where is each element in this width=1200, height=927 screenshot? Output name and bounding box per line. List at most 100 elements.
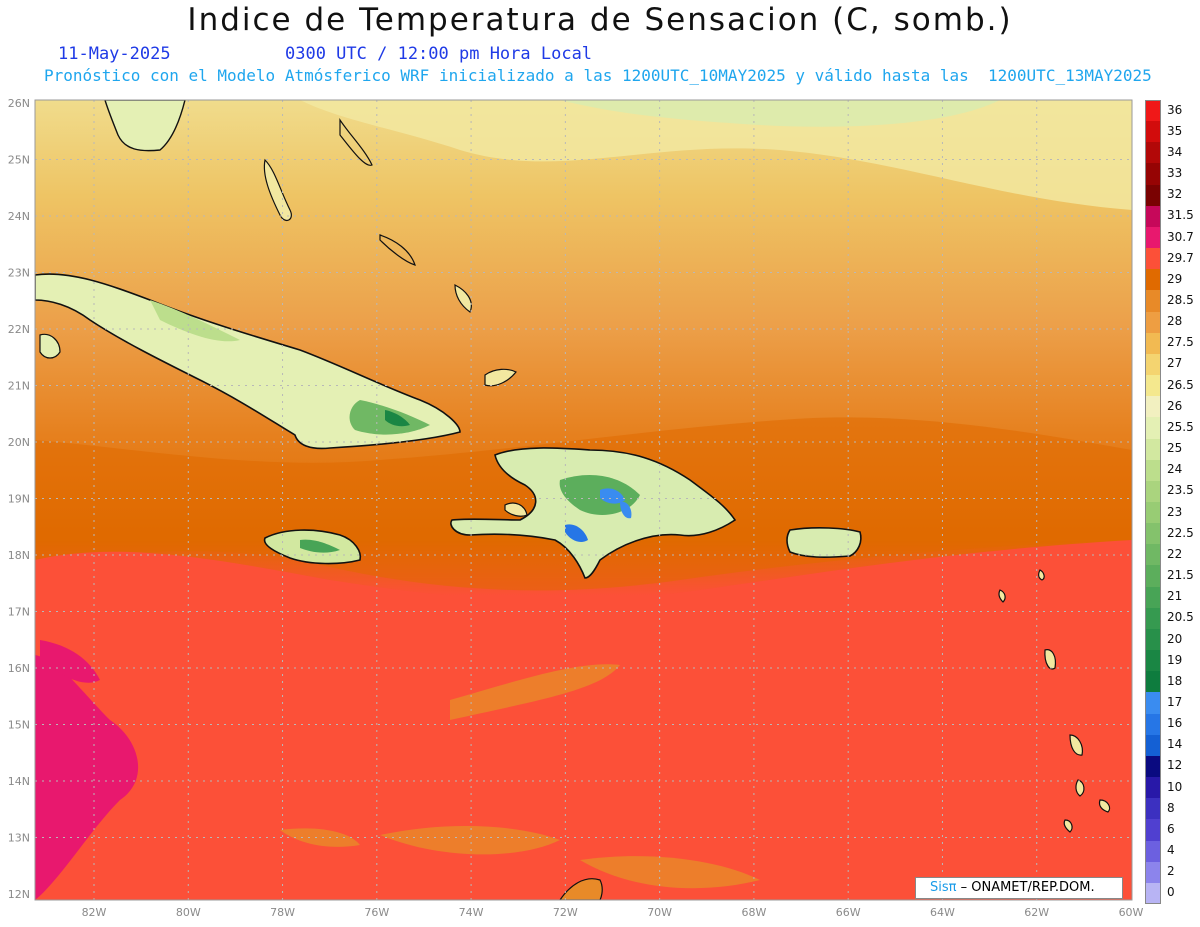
colorbar-label: 20 <box>1167 631 1183 646</box>
orange-wisp-4 <box>280 828 360 847</box>
florida <box>104 100 186 152</box>
lon-tick-label: 80W <box>176 906 201 919</box>
lat-axis: 26N 25N 24N 23N 22N 21N 20N 19N 18N 17N 16N 15N 14N 1… <box>8 97 30 901</box>
gonave-island <box>504 502 528 517</box>
orange-wisp-3 <box>580 856 760 889</box>
orange-wisp-1 <box>450 664 620 720</box>
lat-tick-label: 22N <box>8 323 30 336</box>
puerto-rico <box>786 527 862 558</box>
colorbar-frame <box>1145 100 1161 904</box>
north-cool-band <box>300 100 1132 210</box>
forecast-time: 0300 UTC / 12:00 pm Hora Local <box>285 44 593 64</box>
bahamas-andros <box>263 158 292 222</box>
colorbar-label: 19 <box>1167 652 1183 667</box>
colorbar-label: 6 <box>1167 821 1175 836</box>
lat-tick-label: 12N <box>8 888 30 901</box>
cuba <box>35 273 461 450</box>
south-warm-sea <box>35 540 1132 900</box>
chart-title: Indice de Temperatura de Sensacion (C, s… <box>187 2 1013 38</box>
lon-tick-label: 60W <box>1119 906 1144 919</box>
north-green-patch <box>560 100 1000 127</box>
lon-axis: 82W 80W 78W 76W 74W 72W 70W 68W 66W 64W 62W 60W <box>82 906 1144 919</box>
forecast-date: 11-May-2025 <box>58 44 171 64</box>
credit-text: – ONAMET/REP.DOM. <box>960 880 1095 895</box>
graticule <box>35 100 1132 900</box>
colorbar-label: 20.5 <box>1167 610 1194 625</box>
map-fields <box>35 100 1132 900</box>
colorbar-label: 33 <box>1167 166 1183 181</box>
colorbar-label: 30.7 <box>1167 229 1194 244</box>
lat-tick-label: 17N <box>8 606 30 619</box>
colorbar-label: 4 <box>1167 843 1175 858</box>
lon-tick-label: 64W <box>930 906 955 919</box>
bahamas-acklins <box>454 284 472 313</box>
lat-tick-label: 21N <box>8 380 30 393</box>
colorbar-label: 23.5 <box>1167 483 1194 498</box>
lat-tick-label: 15N <box>8 719 30 732</box>
colorbar-label: 29 <box>1167 271 1183 286</box>
hispaniola-green <box>559 475 640 515</box>
colorbar-label: 0 <box>1167 885 1175 900</box>
colorbar-label: 26 <box>1167 398 1183 413</box>
hot-pink-area-2 <box>40 640 100 683</box>
credit-brand: Sisπ <box>930 880 957 895</box>
colorbar-label: 29.7 <box>1167 250 1194 265</box>
jamaica-green <box>300 539 340 553</box>
colorbar-label: 18 <box>1167 673 1183 688</box>
lat-tick-label: 14N <box>8 775 30 788</box>
lat-tick-label: 16N <box>8 662 30 675</box>
colorbar-label: 32 <box>1167 187 1183 202</box>
lat-tick-label: 25N <box>8 154 30 167</box>
colorbar-label: 25 <box>1167 441 1183 456</box>
colorbar-label: 35 <box>1167 123 1183 138</box>
lon-tick-label: 72W <box>553 906 578 919</box>
lon-tick-label: 62W <box>1024 906 1049 919</box>
colorbar-label: 17 <box>1167 695 1183 709</box>
colorbar-label: 10 <box>1167 779 1183 794</box>
colorbar-label: 12 <box>1167 758 1183 773</box>
colorbar-label: 36 <box>1167 102 1183 117</box>
colorbar-label: 28 <box>1167 314 1183 329</box>
lat-tick-label: 23N <box>8 267 30 280</box>
colorbar-label: 22 <box>1167 546 1183 561</box>
colorbar-label: 28.5 <box>1167 293 1194 307</box>
lat-tick-label: 20N <box>8 436 30 449</box>
isla-juventud <box>39 333 61 359</box>
lon-tick-label: 82W <box>82 906 107 919</box>
colorbar-label: 21 <box>1167 589 1183 604</box>
lat-tick-label: 24N <box>8 210 30 223</box>
colorbar-label: 34 <box>1167 144 1183 159</box>
south-america-coast <box>559 878 603 900</box>
lon-tick-label: 74W <box>459 906 484 919</box>
cuba-green-1 <box>150 300 240 342</box>
colorbar-label: 8 <box>1167 800 1175 815</box>
lesser-antilles <box>998 569 1111 833</box>
mid-orange-band <box>35 300 1132 591</box>
map-frame <box>34 99 1133 901</box>
hot-pink-area <box>35 655 139 900</box>
credit-box: Sisπ – ONAMET/REP.DOM. <box>915 877 1123 899</box>
orange-wisp-2 <box>380 825 560 855</box>
colorbar-label: 2 <box>1167 864 1175 879</box>
colorbar-label: 27.5 <box>1167 335 1194 350</box>
lat-tick-label: 19N <box>8 493 30 506</box>
lon-tick-label: 78W <box>270 906 295 919</box>
lat-tick-label: 18N <box>8 549 30 562</box>
hispaniola-blue-1 <box>600 488 625 504</box>
colorbar-label: 16 <box>1167 716 1183 731</box>
colorbar-label: 25.5 <box>1167 419 1194 434</box>
hispaniola-blue-3 <box>565 524 588 543</box>
colorbar-label: 24 <box>1167 462 1183 477</box>
colorbar-label: 14 <box>1167 737 1183 752</box>
lat-tick-label: 26N <box>8 97 30 110</box>
bahamas-eleuthera <box>339 118 373 166</box>
colorbar-label: 26.5 <box>1167 377 1194 392</box>
colorbar-label: 31.5 <box>1167 208 1194 223</box>
bahamas-exuma <box>379 234 416 266</box>
lon-tick-label: 76W <box>364 906 389 919</box>
colorbar-label: 22.5 <box>1167 525 1194 540</box>
lon-tick-label: 68W <box>741 906 766 919</box>
colorbar-label: 27 <box>1167 356 1183 371</box>
hispaniola-blue-2 <box>620 501 632 519</box>
